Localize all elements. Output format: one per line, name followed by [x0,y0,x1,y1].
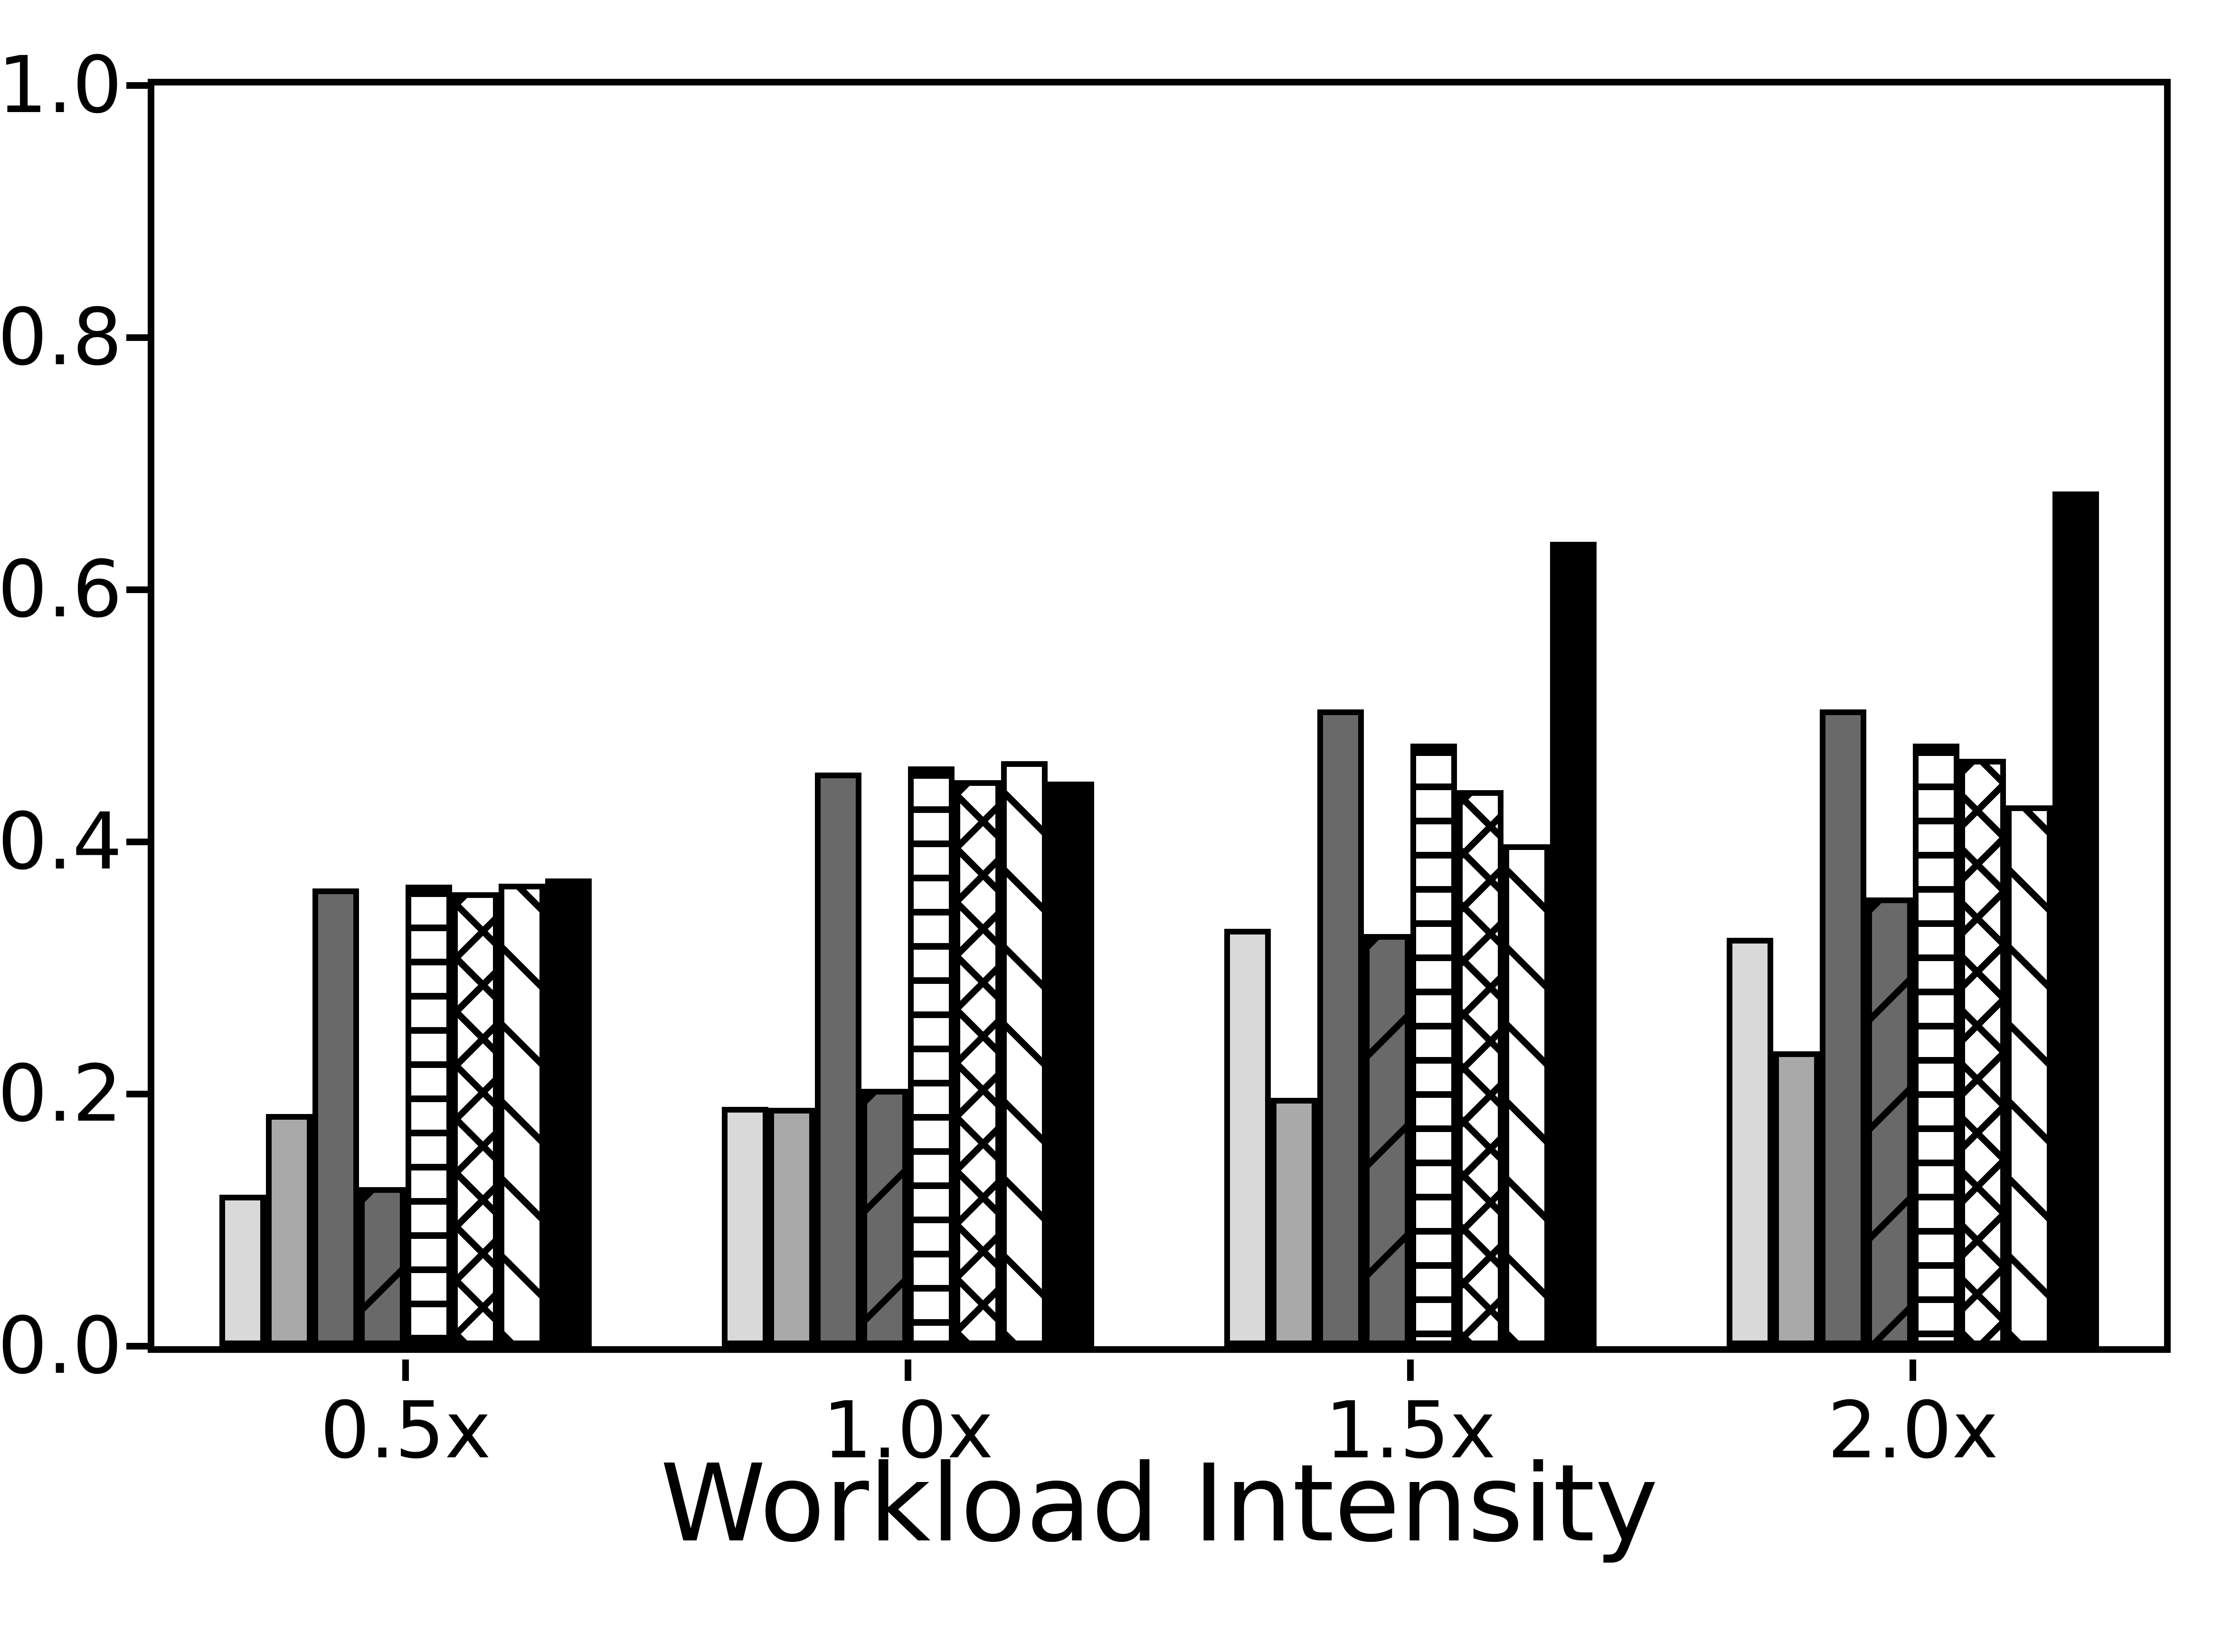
bar-white-horizontal-lines-2.0x [1913,743,1959,1346]
x-tick-mark-2.0x [1910,1359,1916,1381]
y-tick-label-0.4: 0.4 [0,796,123,887]
x-tick-label-2.0x: 2.0x [1827,1385,1999,1476]
bar-white-crosshatch-0.5x [452,892,499,1346]
y-tick-mark-0.8 [126,334,148,341]
bar-dark-gray-diagonal-0.5x [359,1187,406,1346]
right-spine [2164,79,2171,1353]
y-tick-label-0.6: 0.6 [0,544,123,635]
x-axis-line [148,1346,2171,1353]
bar-gray-solid-1.5x [1271,1097,1317,1346]
bar-dark-gray-solid-0.5x [312,888,359,1346]
x-tick-mark-1.5x [1407,1359,1414,1381]
y-axis-line [148,79,154,1353]
y-tick-label-1.0: 1.0 [0,39,123,131]
bar-gray-solid-0.5x [266,1114,312,1346]
y-tick-label-0.8: 0.8 [0,292,123,383]
plot-area: 0.0 0.2 0.4 0.6 0.8 1.0 0.5x 1.0x 1.5x 2.0x [0,46,2171,1470]
x-tick-label-1.0x: 1.0x [822,1385,994,1476]
bar-black-solid-1.0x [1048,781,1094,1346]
x-tick-mark-1.0x [905,1359,911,1381]
y-tick-mark-0.2 [126,1091,148,1097]
bar-black-solid-0.5x [545,878,592,1346]
bar-black-solid-1.5x [1550,542,1597,1346]
bar-group-2.0x [1662,85,2164,1346]
bar-white-diagonal-2.0x [2006,805,2052,1346]
bar-white-horizontal-lines-1.0x [908,766,955,1346]
x-tick-label-1.5x: 1.5x [1324,1385,1496,1476]
bar-dark-gray-solid-2.0x [1820,709,1866,1346]
bar-gray-solid-1.0x [768,1108,815,1346]
y-tick-mark-0.4 [126,839,148,845]
bar-light-gray-solid-0.5x [219,1195,266,1346]
bar-group-1.0x [657,85,1159,1346]
bar-group-1.5x [1159,85,1662,1346]
y-tick-label-0.0: 0.0 [0,1300,123,1391]
bar-dark-gray-diagonal-1.5x [1364,934,1410,1346]
x-axis-title: Workload Intensity [660,1442,1658,1566]
bar-light-gray-solid-2.0x [1727,937,1773,1346]
bar-white-crosshatch-2.0x [1959,758,2006,1346]
bar-dark-gray-solid-1.0x [815,772,861,1346]
bar-white-crosshatch-1.0x [955,780,1001,1346]
bar-white-diagonal-1.5x [1503,844,1550,1346]
bar-white-horizontal-lines-1.5x [1410,743,1457,1346]
bar-light-gray-solid-1.0x [722,1106,768,1346]
bar-white-crosshatch-1.5x [1457,790,1503,1346]
y-tick-mark-1.0 [126,82,148,89]
y-tick-label-0.2: 0.2 [0,1048,123,1139]
bar-light-gray-solid-1.5x [1224,929,1271,1346]
y-tick-mark-0.6 [126,586,148,593]
x-tick-label-0.5x: 0.5x [320,1385,492,1476]
bar-black-solid-2.0x [2052,491,2099,1346]
bar-dark-gray-solid-1.5x [1317,709,1364,1346]
bar-gray-solid-2.0x [1773,1051,1820,1346]
top-spine [148,79,2171,85]
bar-dark-gray-diagonal-1.0x [861,1089,908,1346]
bar-white-diagonal-0.5x [499,883,545,1346]
bar-white-diagonal-1.0x [1001,761,1048,1346]
bar-group-0.5x [154,85,657,1346]
bar-dark-gray-diagonal-2.0x [1866,897,1913,1346]
bar-white-horizontal-lines-0.5x [406,885,452,1346]
y-tick-mark-0.0 [126,1343,148,1350]
x-tick-mark-0.5x [402,1359,409,1381]
